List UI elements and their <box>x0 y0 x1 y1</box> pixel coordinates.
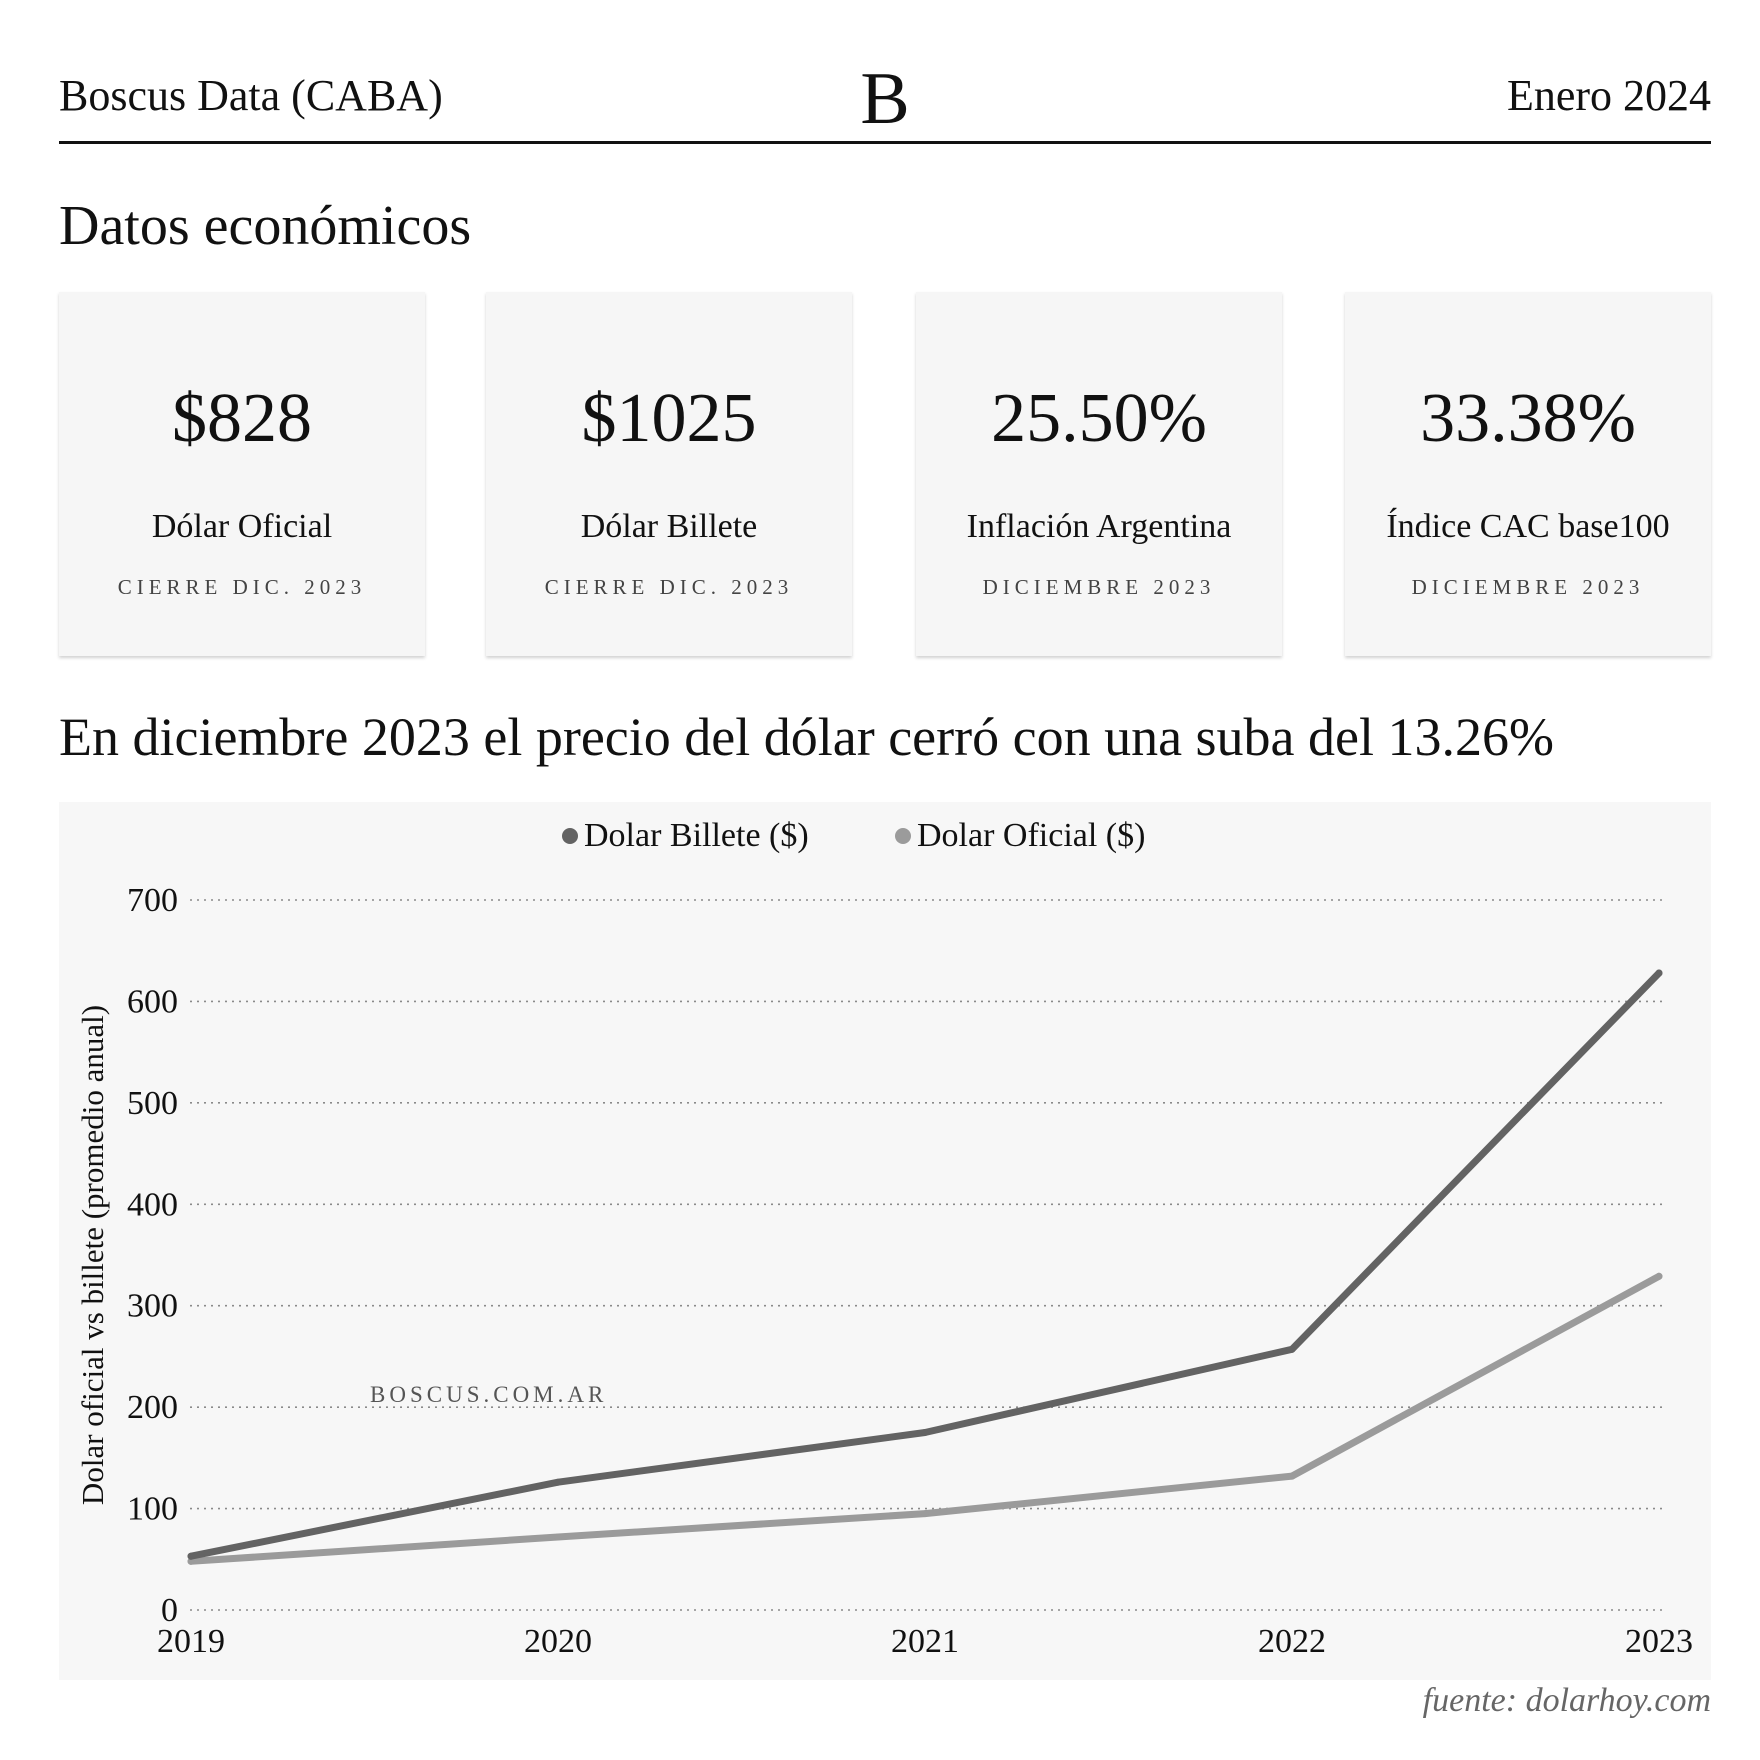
y-tick-label: 700 <box>127 882 178 919</box>
card-value: 33.38% <box>1420 380 1636 457</box>
card-indice-cac: 33.38% Índice CAC base100 DICIEMBRE 2023 <box>1345 292 1711 656</box>
data-point <box>554 1478 562 1486</box>
card-value: 25.50% <box>991 380 1207 457</box>
y-tick-label: 500 <box>127 1085 178 1122</box>
source-note: fuente: dolarhoy.com <box>1422 1682 1711 1719</box>
data-point <box>1655 969 1663 977</box>
x-tick-label: 2023 <box>1625 1623 1693 1660</box>
card-label: Inflación Argentina <box>966 508 1232 545</box>
y-tick-label: 100 <box>127 1491 178 1528</box>
card-value: $1025 <box>581 380 757 457</box>
x-tick-label: 2022 <box>1258 1623 1326 1660</box>
card-label: Dólar Oficial <box>151 508 333 545</box>
legend-label: Dolar Oficial ($) <box>917 817 1145 854</box>
data-point <box>921 1510 929 1518</box>
card-label: Índice CAC base100 <box>1386 508 1670 545</box>
data-point <box>187 1552 195 1560</box>
card-sublabel: DICIEMBRE 2023 <box>1411 575 1645 599</box>
data-point <box>1288 1472 1296 1480</box>
y-axis-label: Dolar oficial vs billete (promedio anual… <box>75 1005 110 1505</box>
logo: B <box>860 58 910 140</box>
legend-label: Dolar Billete ($) <box>584 817 809 854</box>
data-point <box>554 1533 562 1541</box>
card-sublabel: DICIEMBRE 2023 <box>982 575 1216 599</box>
y-tick-label: 400 <box>127 1186 178 1223</box>
page-header: Boscus Data (CABA) B Enero 2024 <box>59 54 1711 144</box>
y-tick-label: 300 <box>127 1288 178 1325</box>
card-value: $828 <box>172 380 312 457</box>
x-tick-label: 2019 <box>157 1623 225 1660</box>
series-line <box>187 1272 1663 1565</box>
card-label: Dólar Billete <box>580 508 758 545</box>
section-title: Datos económicos <box>59 195 472 257</box>
line-chart: 0 100 200 300 400 500 600 700 2019 2020 2021 2022 20… <box>59 802 1711 1680</box>
data-point <box>1288 1345 1296 1353</box>
card-inflacion: 25.50% Inflación Argentina DICIEMBRE 202… <box>916 292 1282 656</box>
y-tick-label: 600 <box>127 983 178 1020</box>
y-tick-label: 0 <box>161 1592 178 1629</box>
legend-marker <box>562 828 578 844</box>
brand-name: Boscus Data (CABA) <box>59 71 443 120</box>
y-tick-label: 200 <box>127 1389 178 1426</box>
series-line <box>187 969 1663 1560</box>
issue-date: Enero 2024 <box>1506 71 1711 120</box>
card-sublabel: CIERRE DIC. 2023 <box>544 575 794 599</box>
x-tick-label: 2021 <box>891 1623 959 1660</box>
data-point <box>1655 1272 1663 1280</box>
chart-canvas: 0 100 200 300 400 500 600 700 2019 2020 2021 2022 20… <box>75 817 1693 1660</box>
data-point <box>187 1557 195 1565</box>
card-sublabel: CIERRE DIC. 2023 <box>117 575 367 599</box>
card-dolar-oficial: $828 Dólar Oficial CIERRE DIC. 2023 <box>59 292 425 656</box>
data-point <box>921 1429 929 1436</box>
card-dolar-billete: $1025 Dólar Billete CIERRE DIC. 2023 <box>486 292 852 656</box>
legend-marker <box>895 828 911 844</box>
x-tick-label: 2020 <box>524 1623 592 1660</box>
headline: En diciembre 2023 el precio del dólar ce… <box>59 707 1554 767</box>
watermark: BOSCUS.COM.AR <box>370 1382 607 1407</box>
